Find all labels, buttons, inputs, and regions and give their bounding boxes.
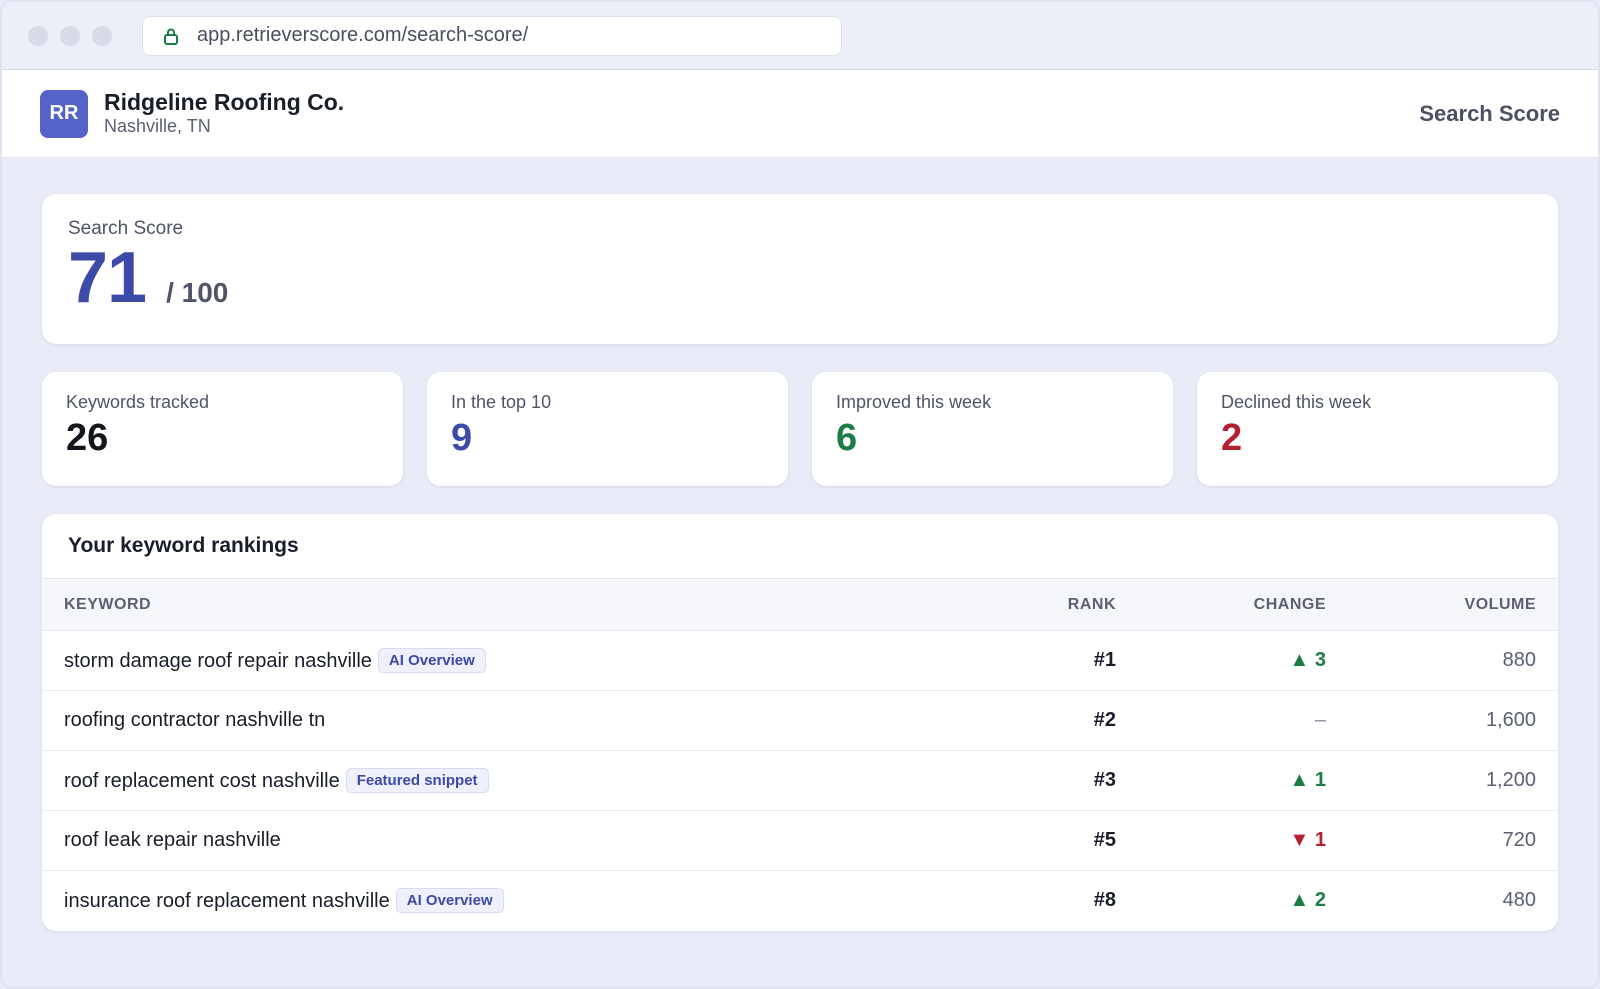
score-row: 71 / 100 xyxy=(68,242,1532,314)
column-header-volume[interactable]: VOLUME xyxy=(1464,595,1536,613)
stat-label: In the top 10 xyxy=(451,392,552,412)
rank-cell: #8 xyxy=(1093,889,1116,912)
stat-label: Declined this week xyxy=(1221,392,1372,412)
rankings-table: KEYWORD RANK CHANGE VOLUME storm damage … xyxy=(42,578,1558,931)
business-location: Nashville, TN xyxy=(104,115,211,136)
column-header-rank[interactable]: RANK xyxy=(1067,595,1116,613)
business-avatar: RR xyxy=(40,89,88,138)
column-header-keyword[interactable]: KEYWORD xyxy=(64,595,152,613)
window-controls xyxy=(28,25,112,46)
serp-feature-badge: AI Overview xyxy=(395,888,504,914)
keyword-text: roof replacement cost nashville xyxy=(64,770,340,792)
volume-cell: 880 xyxy=(1348,630,1558,691)
keyword-cell: storm damage roof repair nashville AI Ove… xyxy=(42,630,1018,691)
rankings-title: Your keyword rankings xyxy=(68,534,299,557)
score-value: 71 xyxy=(68,238,147,318)
change-cell: ▼ 1 xyxy=(1138,810,1348,871)
table-row[interactable]: insurance roof replacement nashville AI O… xyxy=(42,871,1558,931)
app-header: RR Ridgeline Roofing Co. Nashville, TN S… xyxy=(2,70,1598,158)
serp-feature-badge: AI Overview xyxy=(377,648,486,673)
minimize-window-dot[interactable] xyxy=(60,25,80,46)
keyword-cell: insurance roof replacement nashville AI O… xyxy=(42,871,1018,931)
maximize-window-dot[interactable] xyxy=(92,25,112,46)
page-title: Search Score xyxy=(1419,100,1560,126)
lock-icon xyxy=(163,26,183,46)
volume-cell: 720 xyxy=(1348,810,1558,871)
score-label: Search Score xyxy=(68,218,184,239)
table-header-row: KEYWORD RANK CHANGE VOLUME xyxy=(42,578,1558,631)
keyword-text: storm damage roof repair nashville xyxy=(64,650,372,672)
stat-label: Improved this week xyxy=(836,392,992,412)
stat-value: 6 xyxy=(836,417,858,459)
volume-cell: 1,600 xyxy=(1348,690,1558,751)
main-content: Search Score 71 / 100 Keywords tracked 2… xyxy=(2,158,1598,931)
url-text: app.retrieverscore.com/search-score/ xyxy=(197,24,529,46)
change-cell: – xyxy=(1138,690,1348,751)
volume-cell: 1,200 xyxy=(1348,750,1558,811)
table-row[interactable]: roof replacement cost nashville Featured … xyxy=(42,750,1558,811)
rank-cell: #1 xyxy=(1018,630,1138,691)
stat-value: 2 xyxy=(1221,417,1243,459)
volume-cell: 480 xyxy=(1502,889,1536,912)
rank-cell: #2 xyxy=(1018,690,1138,751)
serp-feature-badge: Featured snippet xyxy=(345,768,489,793)
change-cell: ▲ 1 xyxy=(1138,750,1348,811)
stat-label: Keywords tracked xyxy=(66,392,210,412)
business-name: Ridgeline Roofing Co. xyxy=(104,89,345,116)
address-bar[interactable]: app.retrieverscore.com/search-score/ xyxy=(142,15,842,56)
change-cell: ▲ 3 xyxy=(1138,630,1348,691)
rank-cell: #5 xyxy=(1018,810,1138,871)
close-window-dot[interactable] xyxy=(28,25,48,46)
keyword-cell: roof replacement cost nashville Featured … xyxy=(42,750,1018,811)
table-row[interactable]: roofing contractor nashville tn #2–1,600 xyxy=(42,690,1558,751)
keyword-text: insurance roof replacement nashville xyxy=(64,890,390,913)
stats-row: Keywords tracked 26 In the top 10 9 Impr… xyxy=(42,372,1558,486)
stat-value: 9 xyxy=(451,417,473,459)
keyword-text: roofing contractor nashville tn xyxy=(64,709,326,731)
stat-declined: Declined this week 2 xyxy=(1197,372,1558,486)
keyword-cell: roof leak repair nashville xyxy=(42,810,1018,871)
score-max: / 100 xyxy=(166,277,229,308)
stat-top-10: In the top 10 9 xyxy=(427,372,788,486)
rankings-body: storm damage roof repair nashville AI Ove… xyxy=(42,630,1558,931)
business-info: Ridgeline Roofing Co. Nashville, TN xyxy=(104,90,344,136)
change-cell: ▲ 2 xyxy=(1289,889,1326,912)
keyword-rankings-card: Your keyword rankings KEYWORD RANK CHANG… xyxy=(42,514,1558,931)
rank-cell: #3 xyxy=(1018,750,1138,811)
table-row[interactable]: storm damage roof repair nashville AI Ove… xyxy=(42,630,1558,691)
stat-value: 26 xyxy=(66,417,109,459)
stat-improved: Improved this week 6 xyxy=(812,372,1173,486)
table-row[interactable]: roof leak repair nashville #5 ▼ 1 720 xyxy=(42,810,1558,871)
column-header-change[interactable]: CHANGE xyxy=(1253,595,1326,613)
search-score-card: Search Score 71 / 100 xyxy=(42,194,1558,344)
browser-chrome: app.retrieverscore.com/search-score/ xyxy=(2,2,1598,70)
stat-keywords-tracked: Keywords tracked 26 xyxy=(42,372,403,486)
keyword-text: roof leak repair nashville xyxy=(64,829,281,851)
keyword-cell: roofing contractor nashville tn xyxy=(42,690,1018,751)
